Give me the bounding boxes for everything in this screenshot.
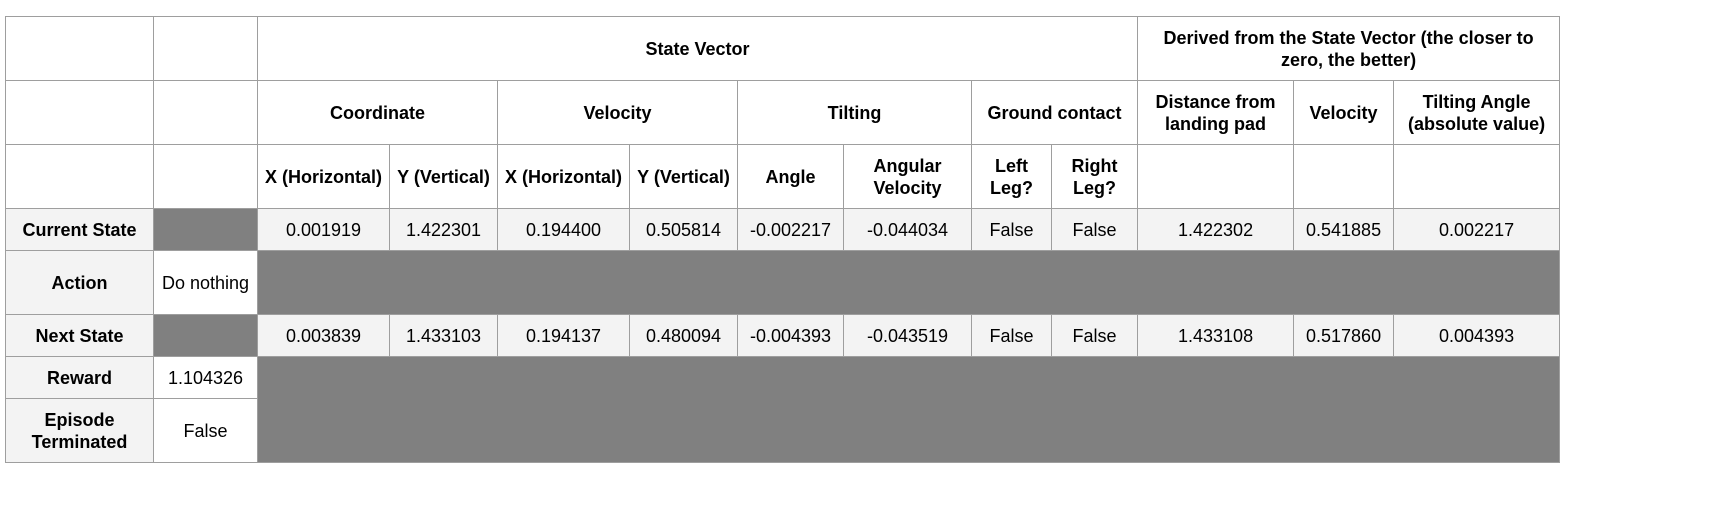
table-cell: 0.003839 [257, 314, 390, 357]
state-vector-header: State Vector [256, 16, 1139, 81]
tilting-header: Tilting [737, 80, 972, 145]
derived-velocity-header: Velocity [1293, 80, 1395, 145]
corner-cell [5, 16, 154, 81]
corner-cell [5, 80, 154, 145]
table-cell: False [1050, 208, 1139, 251]
tilting-angle-abs-header: Tilting Angle (absolute value) [1393, 80, 1561, 145]
coord-x-header: X (Horizontal) [257, 144, 390, 209]
table-cell: False [971, 314, 1052, 357]
table-cell: 0.541885 [1293, 208, 1395, 251]
episode-terminated-value: False [153, 398, 258, 463]
corner-cell [153, 16, 258, 81]
table-cell: 1.422301 [389, 208, 498, 251]
next-state-row: Next State 0.003839 1.433103 0.194137 0.… [5, 314, 1561, 357]
table-cell: 0.480094 [629, 314, 738, 357]
reward-value: 1.104326 [153, 356, 258, 399]
vel-x-header: X (Horizontal) [497, 144, 630, 209]
table-cell: -0.002217 [737, 208, 844, 251]
action-value: Do nothing [153, 250, 258, 315]
right-leg-header: Right Leg? [1050, 144, 1139, 209]
current-state-row: Current State 0.001919 1.422301 0.194400… [5, 208, 1561, 251]
empty-cell [1137, 144, 1295, 209]
left-leg-header: Left Leg? [971, 144, 1052, 209]
table-cell: False [1050, 314, 1139, 357]
blocked-cell [153, 208, 258, 251]
coordinate-header: Coordinate [257, 80, 498, 145]
table-cell: -0.004393 [737, 314, 844, 357]
header-row-2: Coordinate Velocity Tilting Ground conta… [5, 80, 1561, 145]
current-state-label: Current State [5, 208, 154, 251]
table-cell: 1.422302 [1137, 208, 1295, 251]
corner-cell [5, 144, 154, 209]
action-row: Action Do nothing [5, 250, 1561, 315]
table-cell: 0.002217 [1393, 208, 1561, 251]
state-transition-table: State Vector Derived from the State Vect… [5, 16, 1561, 463]
table-cell: 1.433103 [389, 314, 498, 357]
episode-terminated-row: Episode Terminated False [5, 398, 1560, 463]
table-cell: 0.194400 [497, 208, 630, 251]
table-cell: 0.004393 [1393, 314, 1561, 357]
reward-label: Reward [5, 356, 154, 399]
episode-terminated-label: Episode Terminated [5, 398, 154, 463]
table-cell: 0.505814 [629, 208, 738, 251]
table-cell: False [971, 208, 1052, 251]
corner-cell [153, 80, 258, 145]
table-cell: 0.001919 [257, 208, 390, 251]
next-state-label: Next State [5, 314, 154, 357]
velocity-header: Velocity [497, 80, 738, 145]
blocked-cell [256, 250, 1561, 315]
angular-velocity-header: Angular Velocity [843, 144, 972, 209]
action-label: Action [5, 250, 154, 315]
table-cell: 0.194137 [497, 314, 630, 357]
table-cell: 1.433108 [1137, 314, 1295, 357]
blocked-cell [153, 314, 258, 357]
derived-header: Derived from the State Vector (the close… [1137, 16, 1561, 81]
reward-row: Reward 1.104326 [5, 356, 1561, 463]
table-cell: -0.043519 [843, 314, 972, 357]
empty-cell [1293, 144, 1395, 209]
header-row-3: X (Horizontal) Y (Vertical) X (Horizonta… [5, 144, 1561, 209]
angle-header: Angle [737, 144, 844, 209]
corner-cell [153, 144, 258, 209]
vel-y-header: Y (Vertical) [629, 144, 738, 209]
coord-y-header: Y (Vertical) [389, 144, 498, 209]
table-cell: -0.044034 [843, 208, 972, 251]
table-cell: 0.517860 [1293, 314, 1395, 357]
distance-from-pad-header: Distance from landing pad [1137, 80, 1295, 145]
blocked-cell [256, 356, 1561, 463]
empty-cell [1393, 144, 1561, 209]
header-row-1: State Vector Derived from the State Vect… [5, 16, 1561, 81]
ground-contact-header: Ground contact [970, 80, 1139, 145]
